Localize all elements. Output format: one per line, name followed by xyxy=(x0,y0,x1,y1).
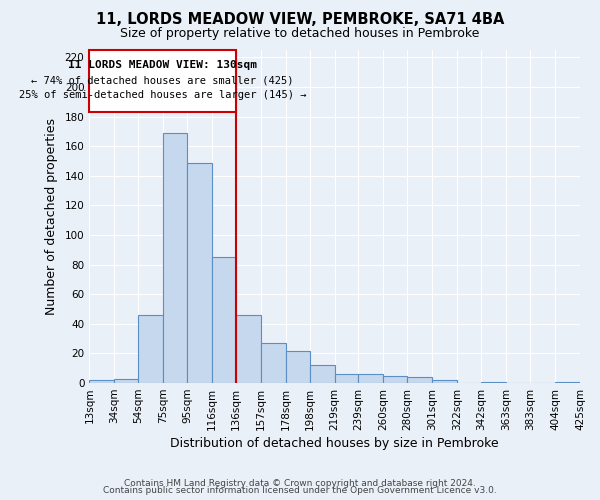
Bar xyxy=(407,377,433,383)
Bar xyxy=(187,162,212,383)
Bar xyxy=(89,380,115,383)
Bar xyxy=(358,374,383,383)
Y-axis label: Number of detached properties: Number of detached properties xyxy=(45,118,58,315)
Bar xyxy=(310,366,335,383)
Bar xyxy=(481,382,506,383)
Bar xyxy=(138,315,163,383)
X-axis label: Distribution of detached houses by size in Pembroke: Distribution of detached houses by size … xyxy=(170,437,499,450)
Text: 11, LORDS MEADOW VIEW, PEMBROKE, SA71 4BA: 11, LORDS MEADOW VIEW, PEMBROKE, SA71 4B… xyxy=(96,12,504,28)
Text: Size of property relative to detached houses in Pembroke: Size of property relative to detached ho… xyxy=(121,28,479,40)
Bar xyxy=(335,374,358,383)
Text: 11 LORDS MEADOW VIEW: 130sqm: 11 LORDS MEADOW VIEW: 130sqm xyxy=(68,60,257,70)
Bar xyxy=(163,133,187,383)
Text: Contains public sector information licensed under the Open Government Licence v3: Contains public sector information licen… xyxy=(103,486,497,495)
Bar xyxy=(383,376,407,383)
Text: 25% of semi-detached houses are larger (145) →: 25% of semi-detached houses are larger (… xyxy=(19,90,307,100)
Bar xyxy=(433,380,457,383)
Bar xyxy=(555,382,580,383)
Bar xyxy=(212,257,236,383)
Bar xyxy=(236,315,261,383)
Bar xyxy=(115,378,138,383)
Text: Contains HM Land Registry data © Crown copyright and database right 2024.: Contains HM Land Registry data © Crown c… xyxy=(124,478,476,488)
Text: ← 74% of detached houses are smaller (425): ← 74% of detached houses are smaller (42… xyxy=(31,75,294,85)
Bar xyxy=(261,343,286,383)
FancyBboxPatch shape xyxy=(89,50,236,112)
Bar xyxy=(286,350,310,383)
